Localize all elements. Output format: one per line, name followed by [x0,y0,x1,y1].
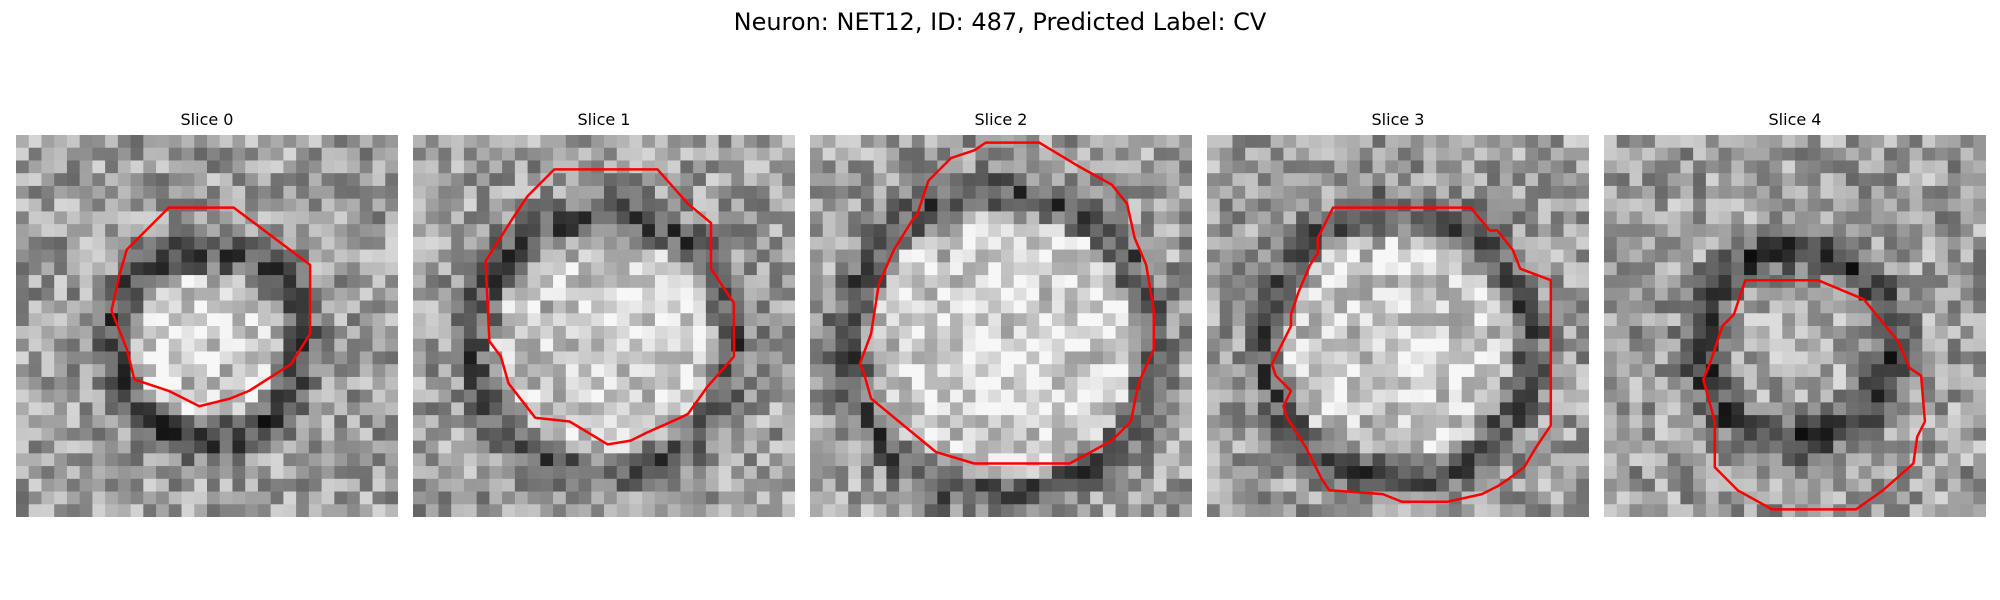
segmentation-contour [110,206,312,408]
panel-title: Slice 0 [180,110,234,129]
panel-title: Slice 2 [974,110,1028,129]
em-slice-image [810,135,1192,517]
panel-title: Slice 3 [1371,110,1425,129]
segmentation-contour [1702,278,1927,511]
em-slice-image [1604,135,1986,517]
em-slice-image [1207,135,1589,517]
panel-title: Slice 4 [1768,110,1822,129]
segmentation-contour [1270,206,1553,503]
em-slice-image [16,135,398,517]
segmentation-contour [484,168,736,446]
panel-slice-1: Slice 1 [413,108,795,517]
panel-title: Slice 1 [577,110,631,129]
panel-slice-4: Slice 4 [1604,108,1986,517]
figure-title: Neuron: NET12, ID: 487, Predicted Label:… [733,8,1267,36]
panel-slice-0: Slice 0 [16,108,398,517]
panel-slice-2: Slice 2 [810,108,1192,517]
em-slice-image [413,135,795,517]
segmentation-contour [858,141,1156,465]
panel-slice-3: Slice 3 [1207,108,1589,517]
